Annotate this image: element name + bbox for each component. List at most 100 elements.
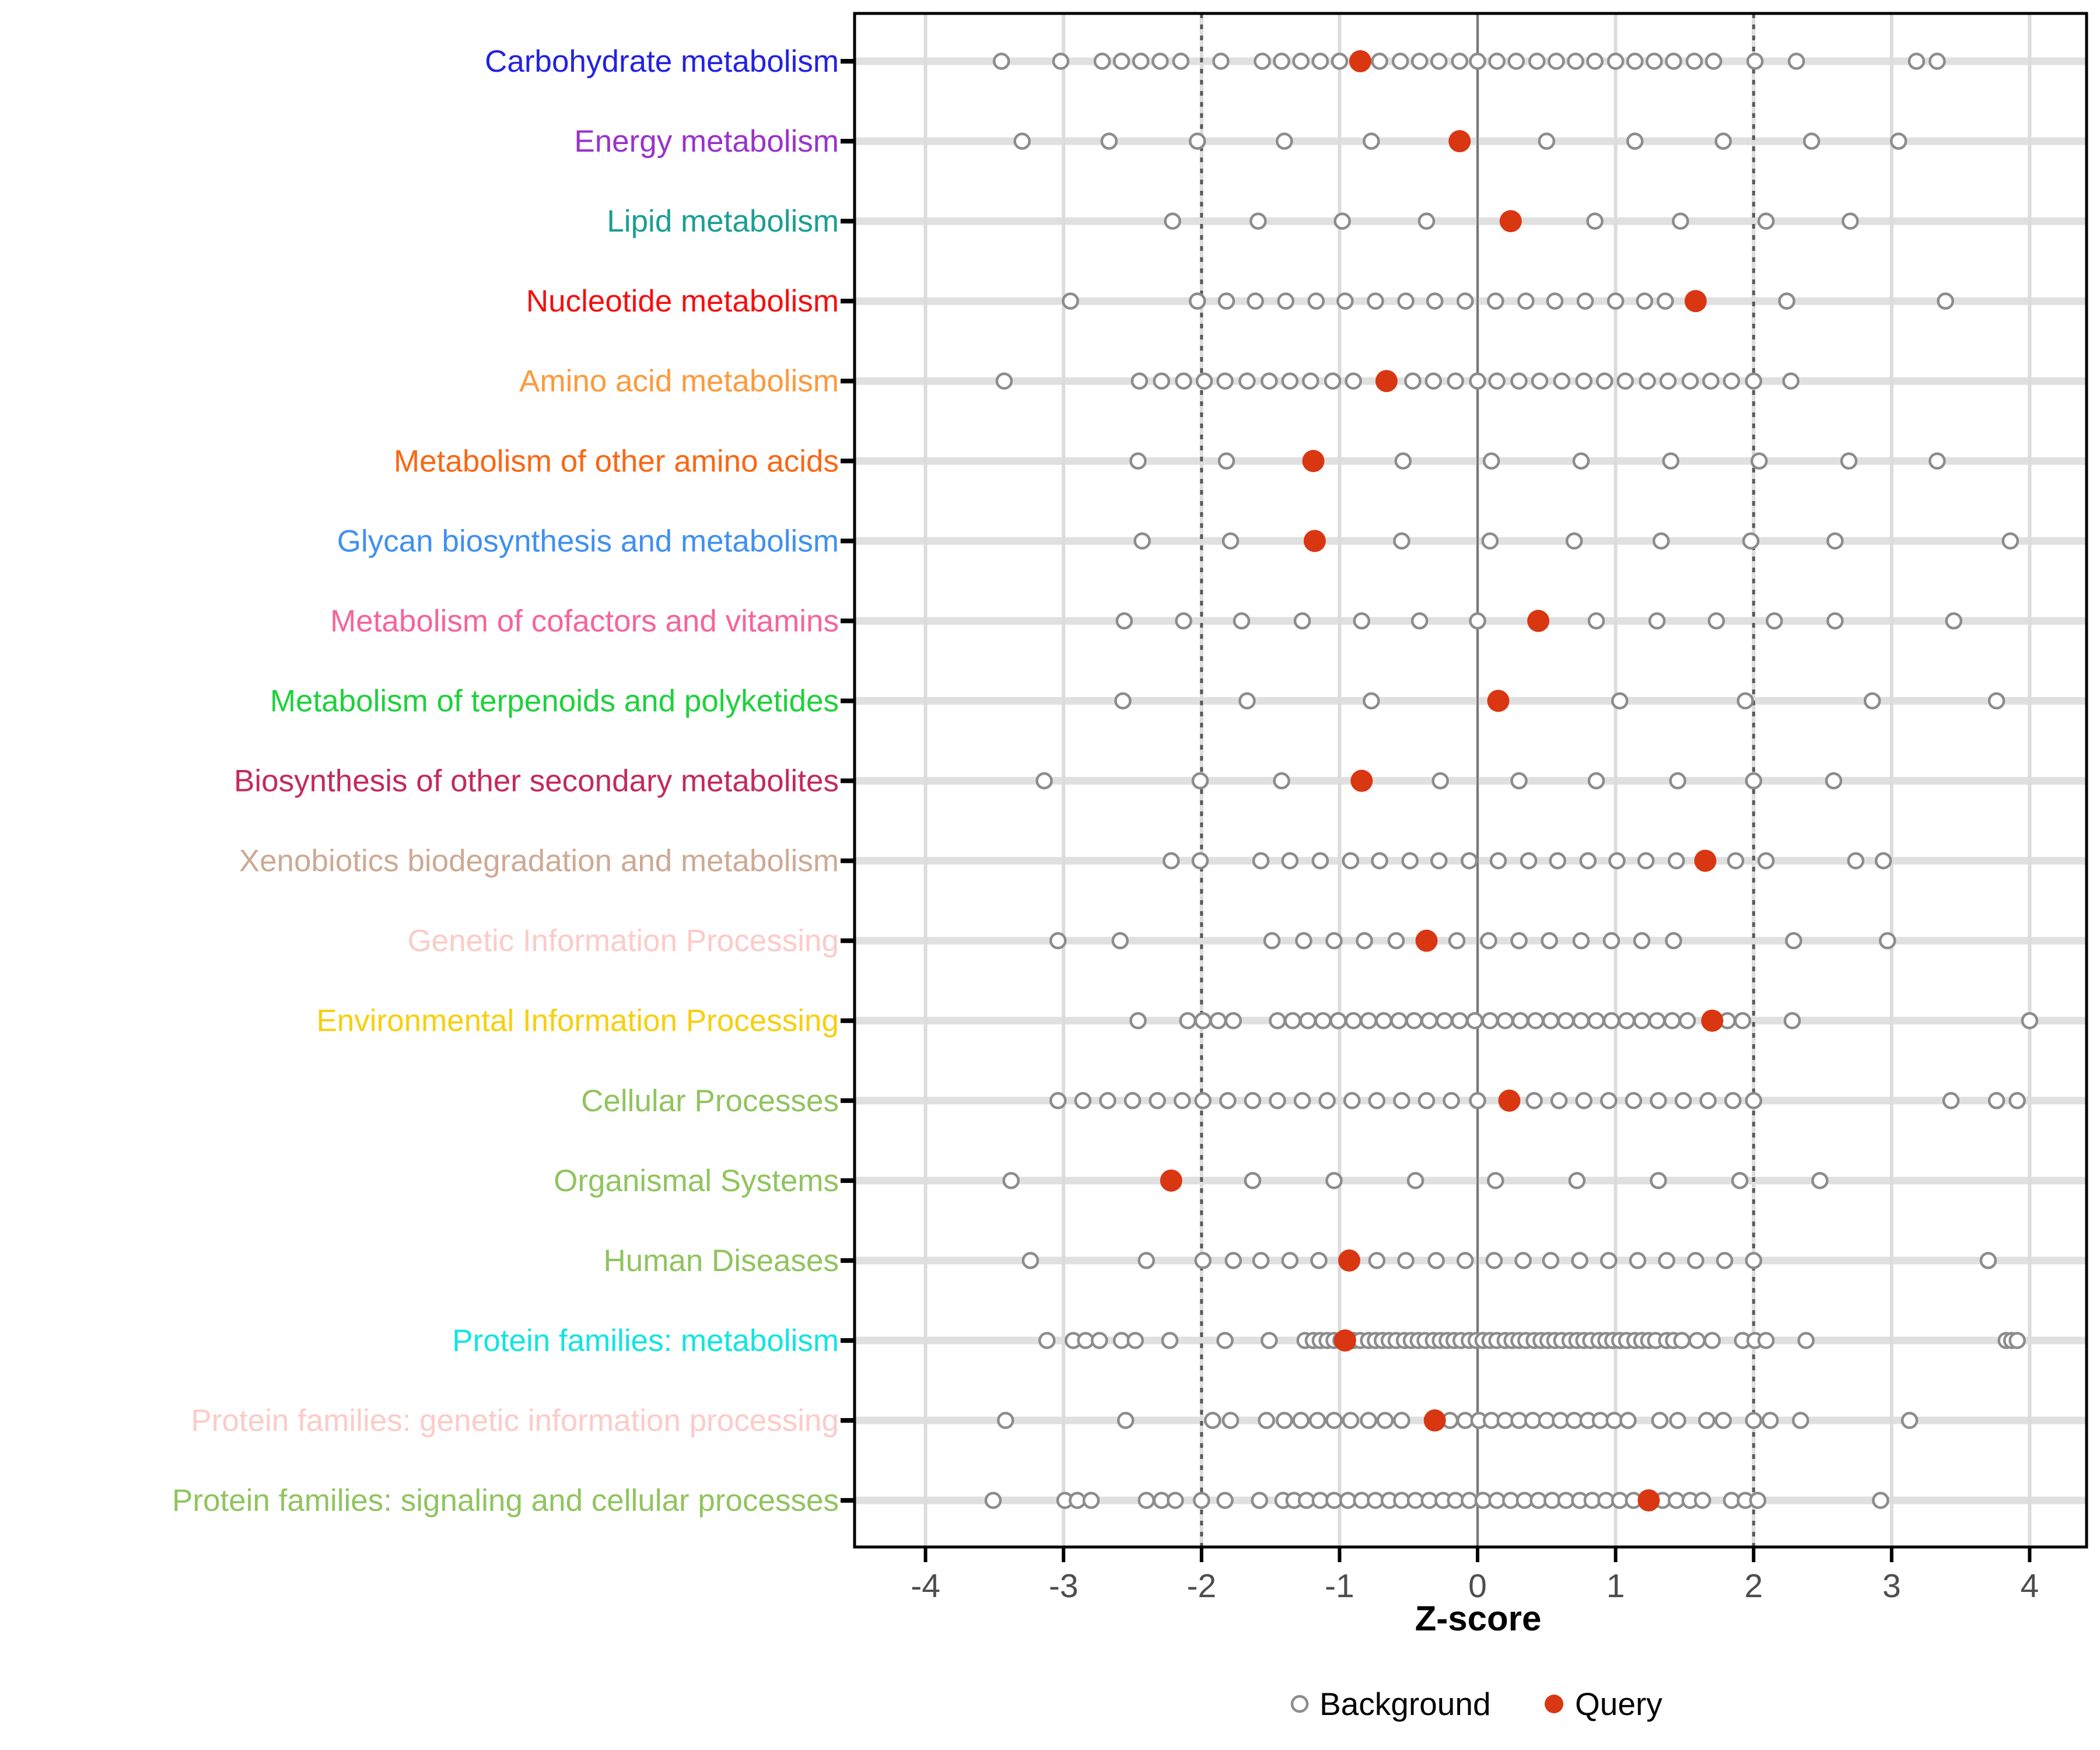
background-point xyxy=(1714,1412,1732,1429)
background-point xyxy=(1432,772,1449,790)
category-label: Human Diseases xyxy=(603,1244,839,1278)
background-point xyxy=(1393,532,1410,550)
category-label: Glycan biosynthesis and metabolism xyxy=(337,524,839,558)
background-point xyxy=(1510,932,1528,950)
background-point xyxy=(1038,1332,1056,1349)
background-point xyxy=(1487,292,1504,310)
background-point xyxy=(1375,1012,1392,1030)
background-point xyxy=(1124,1092,1142,1110)
background-point xyxy=(1179,1012,1196,1030)
background-point xyxy=(1929,52,1946,70)
background-point xyxy=(1269,1092,1286,1110)
background-point xyxy=(2008,1092,2026,1110)
background-point xyxy=(1367,292,1384,310)
background-point xyxy=(1100,132,1118,150)
background-point xyxy=(1707,612,1726,630)
background-point xyxy=(1520,852,1538,870)
background-point xyxy=(1702,372,1720,390)
background-point xyxy=(1456,1412,1474,1429)
background-point xyxy=(1276,1412,1293,1429)
background-point xyxy=(1937,292,1954,310)
background-point xyxy=(1276,132,1293,150)
background-point xyxy=(1667,1492,1685,1509)
query-point xyxy=(1499,210,1522,233)
background-point xyxy=(1583,1492,1601,1509)
background-point xyxy=(1217,452,1236,470)
background-point xyxy=(1224,1012,1242,1030)
background-point xyxy=(1387,932,1405,950)
background-point xyxy=(1461,1492,1478,1509)
background-point xyxy=(1826,532,1844,550)
background-point xyxy=(1252,852,1270,870)
background-point xyxy=(1557,1012,1575,1030)
background-point xyxy=(1331,52,1349,70)
background-point xyxy=(1487,1172,1504,1189)
background-point xyxy=(1342,1412,1360,1429)
background-point xyxy=(1469,52,1486,70)
background-point xyxy=(1217,292,1236,310)
background-point xyxy=(1510,1412,1528,1429)
background-point xyxy=(1406,1172,1424,1189)
background-point xyxy=(1130,372,1149,390)
background-point xyxy=(1325,1172,1343,1189)
row-strip xyxy=(855,937,2087,945)
background-point xyxy=(1553,372,1571,390)
x-tick-label: 2 xyxy=(1744,1567,1763,1605)
background-point xyxy=(1481,532,1499,550)
background-point xyxy=(1629,1252,1647,1269)
background-point xyxy=(1360,1012,1377,1030)
background-point xyxy=(1745,372,1762,390)
category-label: Carbohydrate metabolism xyxy=(485,44,839,79)
background-point xyxy=(1480,932,1497,950)
background-point xyxy=(1260,372,1278,390)
background-point xyxy=(1565,1412,1583,1429)
x-tick-label: -3 xyxy=(1049,1567,1079,1605)
background-point xyxy=(1510,372,1528,390)
background-point xyxy=(1626,52,1644,70)
background-point xyxy=(1511,1012,1530,1030)
background-point xyxy=(1908,52,1926,70)
background-point xyxy=(1410,52,1429,70)
background-point xyxy=(1021,1252,1040,1269)
background-point xyxy=(1311,52,1329,70)
background-point xyxy=(1703,1332,1721,1349)
legend-background-marker-icon xyxy=(1290,1695,1309,1713)
background-point xyxy=(1216,1492,1234,1509)
category-label: Lipid metabolism xyxy=(607,204,839,239)
background-point xyxy=(1723,372,1741,390)
background-point xyxy=(1224,1252,1242,1269)
background-point xyxy=(1307,292,1325,310)
background-point xyxy=(1662,452,1679,470)
background-point xyxy=(1430,852,1448,870)
background-point xyxy=(1587,772,1605,790)
background-point xyxy=(1456,1252,1474,1269)
background-point xyxy=(1281,372,1298,390)
category-label: Energy metabolism xyxy=(574,124,839,159)
background-point xyxy=(1153,1492,1170,1509)
background-point xyxy=(1167,1492,1184,1509)
legend-query-marker-icon xyxy=(1545,1695,1563,1713)
category-label: Genetic Information Processing xyxy=(408,924,839,958)
x-tick-label: -1 xyxy=(1325,1567,1354,1605)
background-point xyxy=(1616,372,1634,390)
background-point xyxy=(1376,1412,1394,1429)
background-point xyxy=(1591,1412,1609,1429)
background-point xyxy=(1353,1492,1371,1509)
background-point xyxy=(1626,132,1644,150)
legend: Background Query xyxy=(1290,1686,1662,1722)
background-point xyxy=(1345,372,1362,390)
category-label: Metabolism of terpenoids and polyketides xyxy=(270,684,839,718)
background-point xyxy=(1673,1332,1690,1349)
query-point xyxy=(1349,50,1371,72)
background-point xyxy=(1659,372,1677,390)
background-point xyxy=(1093,52,1111,70)
background-point xyxy=(1531,372,1549,390)
background-point xyxy=(1541,932,1558,950)
background-point xyxy=(1152,52,1169,70)
background-point xyxy=(1406,1492,1424,1509)
background-point xyxy=(1544,1492,1561,1509)
background-point xyxy=(1825,772,1843,790)
background-point xyxy=(1469,1092,1486,1110)
x-tick-label: -2 xyxy=(1186,1567,1216,1605)
